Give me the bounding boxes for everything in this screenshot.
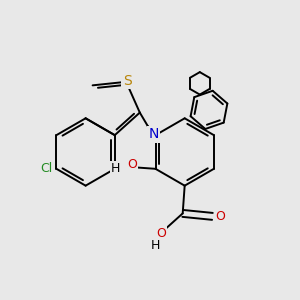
Text: S: S bbox=[123, 74, 131, 88]
Text: O: O bbox=[215, 210, 225, 223]
Text: Cl: Cl bbox=[40, 162, 52, 175]
Text: H: H bbox=[150, 238, 160, 252]
Text: H: H bbox=[111, 162, 121, 175]
Text: O: O bbox=[127, 158, 137, 171]
Text: O: O bbox=[156, 227, 166, 240]
Text: N: N bbox=[148, 127, 159, 141]
